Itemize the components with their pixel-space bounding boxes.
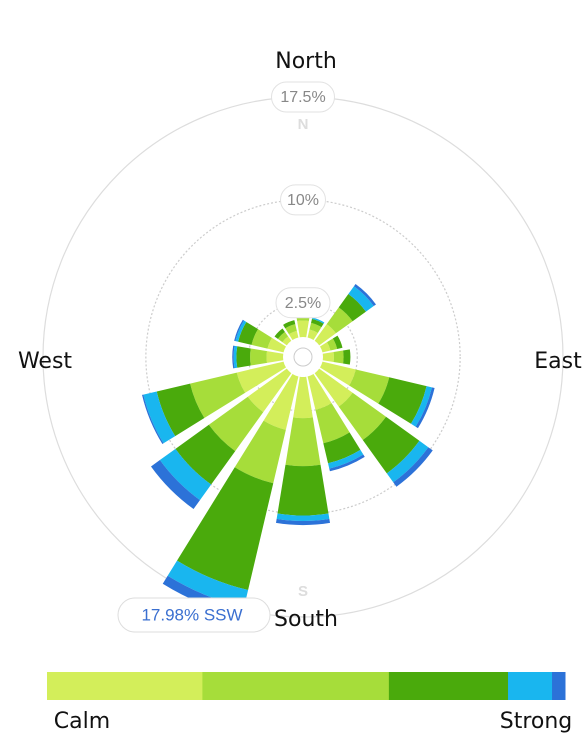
wedge-segment — [285, 417, 321, 467]
wedge-segment — [311, 318, 324, 328]
wedge-segment — [247, 368, 292, 413]
wedge-segment — [293, 376, 313, 419]
tick-box — [275, 287, 331, 319]
wedge-segment — [251, 329, 272, 349]
wedge-segment — [190, 372, 246, 419]
wedge-segment — [263, 374, 299, 430]
legend-high: Strong — [500, 709, 573, 734]
wedge-segment — [307, 374, 332, 410]
wedge-segment — [348, 286, 374, 312]
legend-swatch — [47, 672, 203, 700]
legend-swatch — [202, 672, 390, 700]
wedge-segment — [329, 454, 365, 472]
wedge-segment — [236, 346, 251, 368]
wedge-segment — [177, 467, 274, 591]
wedge-segment — [234, 420, 286, 484]
legend-low: Calm — [54, 709, 110, 734]
wedge-segment — [150, 460, 200, 510]
tick-box — [271, 81, 335, 113]
r-tick-label: 2.5% — [285, 295, 321, 312]
center-dot — [293, 347, 313, 367]
wedge-segment — [167, 560, 249, 608]
wedge-segment — [353, 284, 376, 307]
wedge-segment — [410, 386, 432, 427]
wedge-segment — [274, 328, 285, 339]
legend-swatch — [508, 672, 553, 700]
wedge-segment — [234, 319, 245, 342]
wedge-segment — [275, 518, 331, 526]
wedge-segment — [338, 392, 387, 441]
wedge-segment — [143, 391, 176, 444]
wedge-segment — [297, 320, 309, 338]
wedge-segment — [238, 321, 259, 345]
wedge-segment — [314, 324, 336, 346]
east-label: East — [534, 349, 582, 374]
wedge-segment — [328, 449, 364, 469]
wedge-segment — [208, 396, 264, 452]
wedge-segment — [267, 337, 286, 353]
wedge-segment — [233, 345, 238, 369]
wedge-segment — [327, 338, 338, 351]
wedge-segment — [323, 432, 361, 464]
wedge-segment — [322, 352, 334, 362]
wedge-segment — [320, 342, 331, 353]
wedge-segment — [315, 403, 350, 444]
faint-s: S — [298, 583, 308, 600]
wedge-segment — [307, 329, 318, 340]
tick-box — [280, 184, 326, 216]
wedge-segment — [285, 324, 297, 335]
r-tick-label: 17.5% — [280, 89, 325, 106]
wedge-segment — [235, 320, 247, 342]
wedge-segment — [276, 513, 330, 521]
wedge-segment — [343, 349, 351, 365]
wedge-segment — [277, 464, 329, 516]
wedge-segment — [393, 447, 433, 487]
wedge-segment — [314, 368, 353, 407]
wedge-segment — [142, 394, 164, 445]
wedge-segment — [386, 440, 429, 483]
wedge-segment — [311, 317, 325, 324]
wedge-segment — [236, 361, 286, 393]
south-label: South — [274, 607, 338, 632]
legend-swatch — [388, 672, 509, 700]
wedge-segment — [277, 331, 289, 343]
wedge-segment — [282, 336, 292, 346]
wedge-segment — [159, 448, 212, 501]
wedge-segment — [309, 322, 322, 333]
wedge-segment — [266, 351, 284, 363]
faint-n: N — [298, 116, 309, 133]
wedge-segment — [362, 416, 420, 474]
wedge-segment — [349, 369, 390, 404]
r-tick-label: 10% — [287, 192, 319, 209]
legend-swatch — [552, 672, 566, 700]
wedge-segment — [326, 307, 353, 334]
wedge-segment — [378, 377, 427, 424]
wedge-segment — [415, 387, 435, 429]
wedge-segment — [175, 424, 236, 485]
wedge-segment — [333, 350, 344, 364]
wedge-segment — [338, 294, 366, 322]
north-label: North — [275, 49, 337, 74]
wedge-segment — [332, 335, 343, 349]
wedge-segment — [288, 330, 299, 340]
wedge-segment — [156, 383, 205, 437]
wedge-segment — [232, 345, 235, 369]
annotation-box — [117, 597, 271, 633]
wedge-segment — [320, 361, 356, 386]
west-label: West — [18, 349, 72, 374]
wedge-segment — [250, 348, 268, 366]
wedge-segment — [283, 320, 296, 329]
annotation: 17.98% SSW — [141, 605, 242, 624]
